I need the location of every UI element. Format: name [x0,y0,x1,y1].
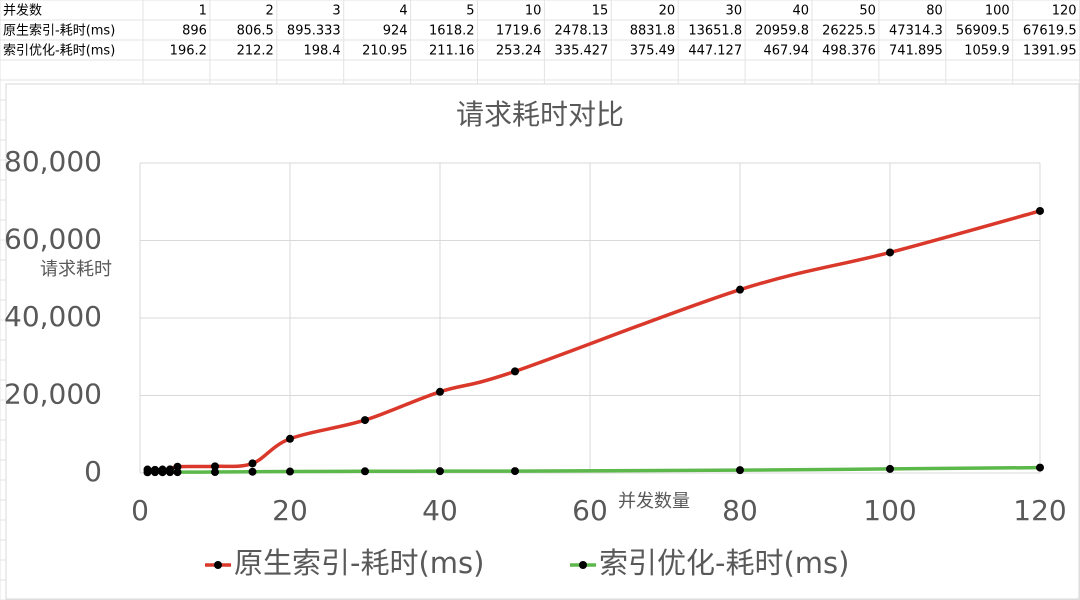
data-point [151,468,159,477]
table-cell: 447.127 [688,44,742,59]
table-cell: 212.2 [237,44,274,59]
chart-area [5,83,1080,600]
data-point [886,464,894,473]
data-point [736,285,744,294]
data-point [286,434,294,443]
table-cell: 原生索引-耗时(ms) [3,24,115,39]
table-cell: 10 [525,4,542,19]
y-tick-label: 60,000 [4,223,102,256]
table-cell: 80 [926,4,943,19]
table-cell: 4 [399,4,407,19]
table-cell: 196.2 [170,44,207,59]
data-point [248,459,257,468]
data-point [248,467,257,476]
table-cell: 5 [466,4,474,19]
table-cell: 198.4 [303,44,340,59]
table-cell: 2478.13 [555,24,609,39]
data-point [886,248,894,257]
table-cell: 253.24 [496,44,542,59]
table-cell: 56909.5 [956,24,1010,39]
table-cell: 50 [859,4,876,19]
table-cell: 210.95 [362,44,408,59]
table-cell: 15 [592,4,609,19]
table-cell: 335.427 [555,44,609,59]
data-point [736,466,744,475]
legend-label: 原生索引-耗时(ms) [234,546,484,580]
table-cell: 2 [266,4,274,19]
y-tick-label: 0 [84,455,102,488]
table-cell: 895.333 [287,24,341,39]
legend-marker [579,561,587,569]
table-cell: 211.16 [429,44,475,59]
table-cell: 1391.95 [1023,44,1077,59]
legend-marker [214,561,222,569]
y-axis-label: 请求耗时 [40,259,112,280]
data-point [1036,206,1044,215]
table-cell: 741.895 [889,44,943,59]
x-tick-label: 0 [131,494,149,527]
data-point [166,468,174,477]
table-cell: 3 [332,4,340,19]
chart-title: 请求耗时对比 [456,98,624,131]
table-cell: 并发数 [3,3,42,19]
table-cell: 100 [985,4,1010,19]
x-tick-label: 120 [1013,494,1066,527]
data-point [173,468,182,477]
table-cell: 120 [1052,4,1077,19]
x-tick-label: 40 [422,494,458,527]
x-tick-label: 20 [272,494,308,527]
table-cell: 8831.8 [630,24,676,39]
data-point [511,467,519,476]
data-point [158,468,167,477]
data-point [361,416,369,425]
data-point [143,468,152,477]
table-cell: 375.49 [630,44,676,59]
y-tick-label: 20,000 [4,378,102,411]
table-cell: 20 [659,4,676,19]
table-cell: 1 [199,4,207,19]
table-cell: 26225.5 [822,24,876,39]
data-point [511,367,519,376]
legend-label: 索引优化-耗时(ms) [599,546,849,580]
x-tick-label: 100 [863,494,916,527]
table-cell: 20959.8 [755,24,809,39]
table-cell: 467.94 [764,44,810,59]
table-cell: 67619.5 [1023,24,1077,39]
table-cell: 806.5 [237,24,274,39]
x-tick-label: 60 [572,494,608,527]
y-tick-label: 40,000 [4,300,102,333]
data-point [1036,463,1044,472]
x-axis-label: 并发数量 [618,491,690,512]
table-cell: 896 [182,24,207,39]
data-point [361,467,369,476]
table-cell: 924 [383,24,408,39]
table-cell: 1059.9 [964,44,1010,59]
table-cell: 1719.6 [496,24,542,39]
data-point [436,467,444,476]
table-cell: 1618.2 [429,24,475,39]
table-cell: 索引优化-耗时(ms) [3,44,115,59]
data-point [436,387,444,396]
data-point [211,462,219,471]
y-tick-label: 80,000 [4,145,102,178]
x-tick-label: 80 [722,494,758,527]
table-cell: 30 [726,4,743,19]
data-point [211,468,219,477]
data-point [286,467,294,476]
table-cell: 13651.8 [688,24,742,39]
table-cell: 47314.3 [889,24,943,39]
table-cell: 498.376 [822,44,876,59]
table-cell: 40 [792,4,809,19]
